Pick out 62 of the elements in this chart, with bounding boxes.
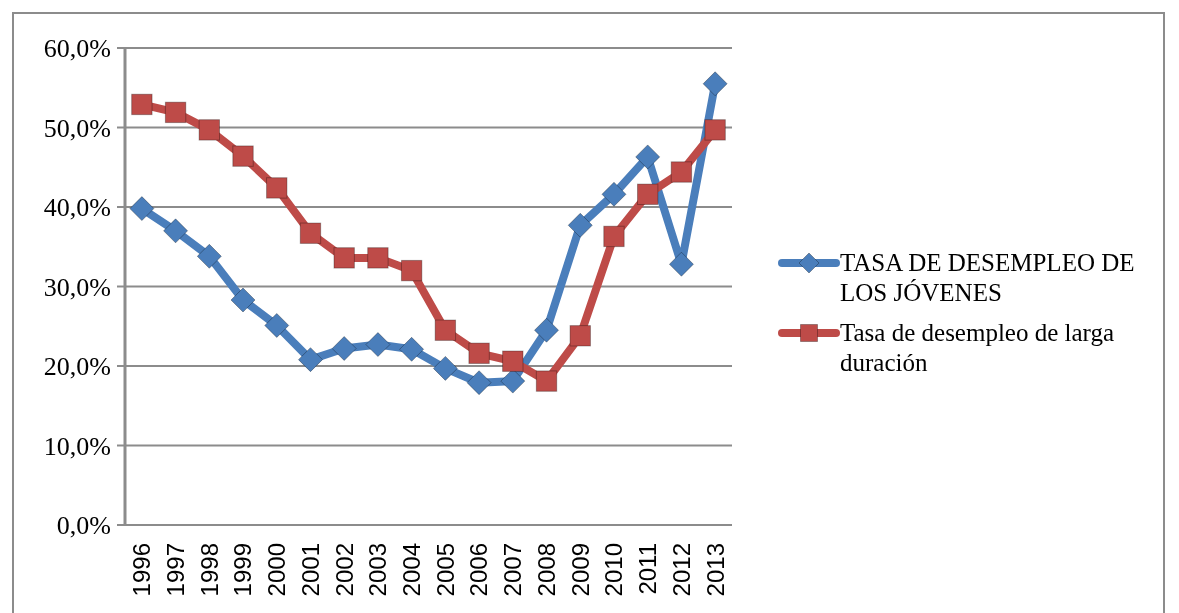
- point: [198, 119, 221, 141]
- x-tick-label: 1999: [229, 543, 257, 597]
- point: [365, 332, 391, 358]
- point: [432, 355, 458, 381]
- point: [399, 336, 425, 362]
- point: [670, 161, 693, 183]
- x-tick-label: 2006: [465, 543, 493, 597]
- point: [164, 101, 187, 124]
- point: [569, 325, 591, 347]
- x-tick-label: 2011: [634, 543, 662, 595]
- point: [400, 259, 423, 282]
- x-tick-label: 2007: [499, 543, 527, 597]
- x-tick-label: 2003: [364, 543, 392, 597]
- point: [297, 347, 323, 373]
- point: [603, 225, 625, 248]
- x-tick-label: 2013: [701, 543, 729, 597]
- x-tick-label: 2012: [667, 543, 695, 597]
- point: [567, 212, 593, 238]
- x-tick-label: 2004: [398, 543, 426, 597]
- x-tick-label: 2000: [263, 543, 291, 597]
- x-tick-label: 1997: [161, 543, 189, 597]
- x-tick-label: 2005: [431, 543, 459, 597]
- x-tick-label: 1996: [128, 543, 156, 597]
- x-tick-label: 2008: [532, 543, 560, 597]
- point: [468, 342, 490, 364]
- point: [266, 177, 288, 199]
- x-tick-label: 2009: [566, 543, 594, 597]
- x-tick-label: 2010: [600, 543, 628, 597]
- point: [196, 243, 222, 269]
- y-tick-label: 50,0%: [43, 113, 111, 143]
- point: [129, 196, 155, 222]
- legend-label: Tasa de desempleo de larga duración: [840, 318, 1116, 378]
- point: [636, 183, 659, 205]
- point: [131, 93, 153, 116]
- y-tick-label: 30,0%: [43, 272, 111, 302]
- point: [534, 317, 560, 343]
- point: [704, 119, 726, 141]
- point: [434, 319, 457, 341]
- point: [466, 370, 492, 396]
- point: [702, 71, 728, 97]
- point: [535, 370, 558, 392]
- point: [230, 287, 256, 313]
- legend-label: TASA DE DESEMPLEO DE LOS JÓVENES: [840, 248, 1136, 308]
- point: [264, 312, 290, 338]
- point: [601, 181, 627, 207]
- point: [502, 350, 524, 372]
- point: [635, 144, 661, 170]
- y-tick-label: 20,0%: [43, 352, 111, 382]
- point: [299, 222, 322, 244]
- point: [668, 251, 694, 277]
- y-tick-label: 10,0%: [43, 431, 111, 461]
- y-tick-label: 0,0%: [56, 511, 111, 541]
- x-tick-label: 2002: [330, 543, 358, 597]
- point: [232, 145, 254, 167]
- x-tick-label: 2001: [296, 543, 324, 597]
- y-tick-label: 60,0%: [43, 34, 111, 64]
- point: [163, 218, 189, 244]
- point: [331, 336, 357, 362]
- x-tick-label: 1998: [195, 543, 223, 597]
- point: [333, 247, 355, 269]
- y-tick-label: 40,0%: [43, 193, 111, 223]
- point: [367, 247, 389, 269]
